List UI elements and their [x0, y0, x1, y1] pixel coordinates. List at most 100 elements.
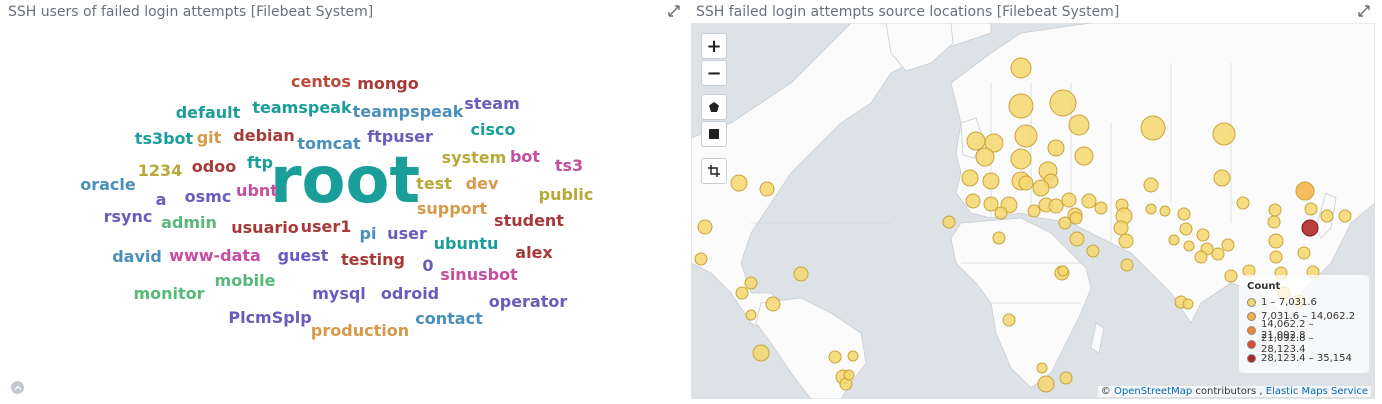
location-marker[interactable] — [1295, 181, 1315, 201]
expand-panel-icon[interactable] — [1358, 5, 1370, 17]
location-marker[interactable] — [982, 172, 1000, 190]
location-marker[interactable] — [694, 252, 708, 266]
location-marker[interactable] — [730, 174, 748, 192]
location-marker[interactable] — [752, 344, 770, 362]
word-cloud-term[interactable]: odroid — [380, 284, 440, 303]
word-cloud-term[interactable]: monitor — [133, 284, 205, 303]
location-marker[interactable] — [1338, 209, 1352, 223]
location-marker[interactable] — [966, 131, 986, 151]
location-marker[interactable] — [1032, 179, 1050, 197]
word-cloud-term[interactable]: odoo — [191, 157, 237, 176]
map-canvas[interactable] — [691, 23, 1375, 399]
fit-data-bounds-button[interactable] — [701, 158, 727, 184]
location-marker[interactable] — [1069, 231, 1085, 247]
location-marker[interactable] — [1008, 93, 1034, 119]
location-marker[interactable] — [735, 286, 749, 300]
location-marker[interactable] — [759, 181, 775, 197]
word-cloud-term[interactable]: ftp — [246, 153, 274, 172]
word-cloud-term[interactable]: ubuntu — [433, 234, 499, 253]
word-cloud-term[interactable]: centos — [291, 72, 351, 91]
location-marker[interactable] — [975, 147, 995, 167]
word-cloud-term[interactable]: user — [387, 224, 427, 243]
location-marker[interactable] — [1196, 228, 1210, 242]
word-cloud-term[interactable]: user1 — [300, 217, 352, 236]
location-marker[interactable] — [1268, 233, 1284, 249]
location-marker[interactable] — [1018, 175, 1034, 191]
location-marker[interactable] — [1268, 203, 1282, 217]
location-marker[interactable] — [1179, 222, 1193, 236]
word-cloud-term[interactable]: alex — [515, 243, 553, 262]
word-cloud-term[interactable]: steam — [464, 94, 520, 113]
word-cloud-term[interactable]: rsync — [103, 207, 153, 226]
location-marker[interactable] — [1168, 234, 1180, 246]
location-marker[interactable] — [1182, 298, 1194, 310]
word-cloud-term[interactable]: operator — [488, 292, 568, 311]
location-marker[interactable] — [1010, 57, 1032, 79]
location-marker[interactable] — [1267, 215, 1281, 229]
location-marker[interactable] — [1068, 114, 1090, 136]
location-marker[interactable] — [843, 369, 855, 381]
word-cloud-term[interactable]: testing — [341, 250, 405, 269]
word-cloud-term[interactable]: 0 — [422, 256, 434, 275]
word-cloud-term[interactable]: debian — [233, 126, 295, 145]
word-cloud-term[interactable]: ts3 — [554, 156, 584, 175]
location-marker[interactable] — [765, 296, 781, 312]
expand-panel-icon[interactable] — [668, 5, 680, 17]
location-marker[interactable] — [1048, 198, 1064, 214]
location-marker[interactable] — [1010, 148, 1032, 170]
location-marker[interactable] — [1211, 247, 1225, 261]
location-marker[interactable] — [1113, 220, 1129, 236]
location-marker[interactable] — [1037, 375, 1055, 393]
location-marker[interactable] — [1212, 122, 1236, 146]
location-marker[interactable] — [984, 133, 1004, 153]
location-marker[interactable] — [1061, 192, 1077, 208]
word-cloud-term[interactable]: bot — [509, 147, 541, 166]
word-cloud-term[interactable]: PlcmSplp — [228, 308, 312, 327]
word-cloud-term[interactable]: default — [175, 103, 241, 122]
world-map[interactable]: + − Count 1 – 7,031.6 7,031.6 – 14,062.2 1… — [691, 23, 1375, 399]
location-marker[interactable] — [793, 266, 809, 282]
draw-polygon-button[interactable] — [701, 94, 727, 120]
location-marker[interactable] — [992, 231, 1006, 245]
word-cloud-term[interactable]: admin — [161, 213, 217, 232]
word-cloud-term[interactable]: git — [196, 128, 222, 147]
word-cloud-term[interactable]: system — [441, 148, 507, 167]
word-cloud-term[interactable]: ubnt — [236, 181, 278, 200]
word-cloud-term[interactable]: www-data — [169, 246, 261, 265]
location-marker[interactable] — [1036, 362, 1048, 374]
location-marker[interactable] — [847, 350, 859, 362]
location-marker[interactable] — [1120, 258, 1134, 272]
word-cloud-term[interactable]: contact — [415, 309, 483, 328]
word-cloud-term[interactable]: david — [112, 247, 162, 266]
word-cloud-term[interactable]: dev — [465, 174, 499, 193]
location-marker[interactable] — [1224, 269, 1238, 283]
location-marker[interactable] — [1143, 177, 1159, 193]
location-marker[interactable] — [1014, 124, 1038, 148]
word-cloud-term[interactable]: sinusbot — [440, 265, 518, 284]
location-marker[interactable] — [1058, 216, 1072, 230]
word-cloud-term[interactable]: teamspeak — [252, 98, 352, 117]
location-marker[interactable] — [745, 309, 757, 321]
location-marker[interactable] — [1183, 240, 1195, 252]
word-cloud-term[interactable]: test — [416, 174, 452, 193]
word-cloud-term[interactable]: public — [538, 185, 594, 204]
location-marker[interactable] — [1049, 89, 1077, 117]
location-marker[interactable] — [961, 169, 979, 187]
word-cloud-term[interactable]: usuario — [231, 218, 299, 237]
location-marker[interactable] — [1269, 250, 1283, 264]
word-cloud-term[interactable]: mysql — [312, 284, 366, 303]
word-cloud-term[interactable]: ftpuser — [367, 127, 433, 146]
location-marker[interactable] — [1177, 207, 1191, 221]
location-marker[interactable] — [1320, 209, 1334, 223]
word-cloud-term[interactable]: pi — [359, 224, 377, 243]
location-marker[interactable] — [1094, 201, 1108, 215]
location-marker[interactable] — [1002, 313, 1016, 327]
word-cloud-term[interactable]: osmc — [184, 187, 232, 206]
word-cloud-term[interactable]: ts3bot — [134, 129, 194, 148]
location-marker[interactable] — [1236, 196, 1250, 210]
location-marker[interactable] — [983, 196, 999, 212]
location-marker[interactable] — [1057, 265, 1069, 277]
location-marker[interactable] — [965, 193, 981, 209]
location-marker[interactable] — [1059, 371, 1073, 385]
location-marker[interactable] — [828, 350, 842, 364]
